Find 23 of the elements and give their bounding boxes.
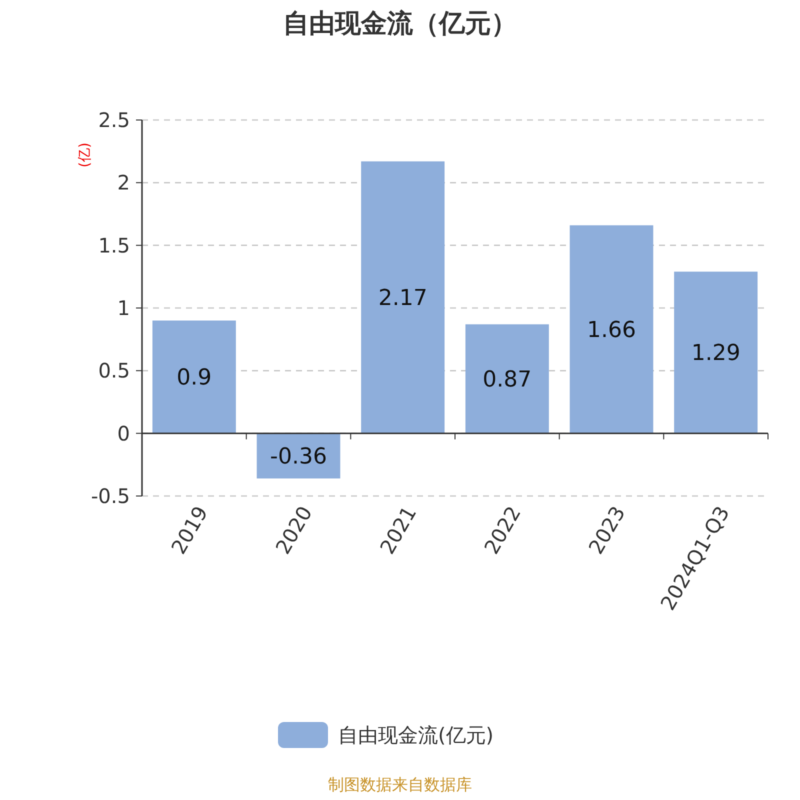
legend-label: 自由现金流(亿元) <box>338 723 494 747</box>
bar <box>152 320 236 434</box>
bar <box>570 225 654 434</box>
y-tick-label: 2 <box>117 170 130 195</box>
y-tick-label: -0.5 <box>90 484 130 508</box>
y-tick-label: 0 <box>117 421 130 446</box>
bar <box>674 272 758 434</box>
bar <box>256 433 340 478</box>
data-label: 2.17 <box>378 286 428 312</box>
data-label: 0.87 <box>482 368 532 393</box>
data-label: 1.66 <box>587 318 636 344</box>
data-label: 0.9 <box>176 366 212 391</box>
chart-title: 自由现金流（亿元） <box>283 9 517 39</box>
bar <box>465 324 549 434</box>
y-tick-label: 0.5 <box>98 358 130 383</box>
bar <box>361 161 445 434</box>
y-tick-label: 1.5 <box>98 233 130 258</box>
y-tick-label: 2.5 <box>98 108 130 132</box>
text: 制图数据来自数据库 <box>328 775 472 794</box>
data-label: -0.36 <box>270 444 327 470</box>
y-axis-title: (亿) <box>76 142 93 168</box>
y-tick-label: 1 <box>117 296 130 320</box>
data-label: 1.29 <box>691 341 740 366</box>
